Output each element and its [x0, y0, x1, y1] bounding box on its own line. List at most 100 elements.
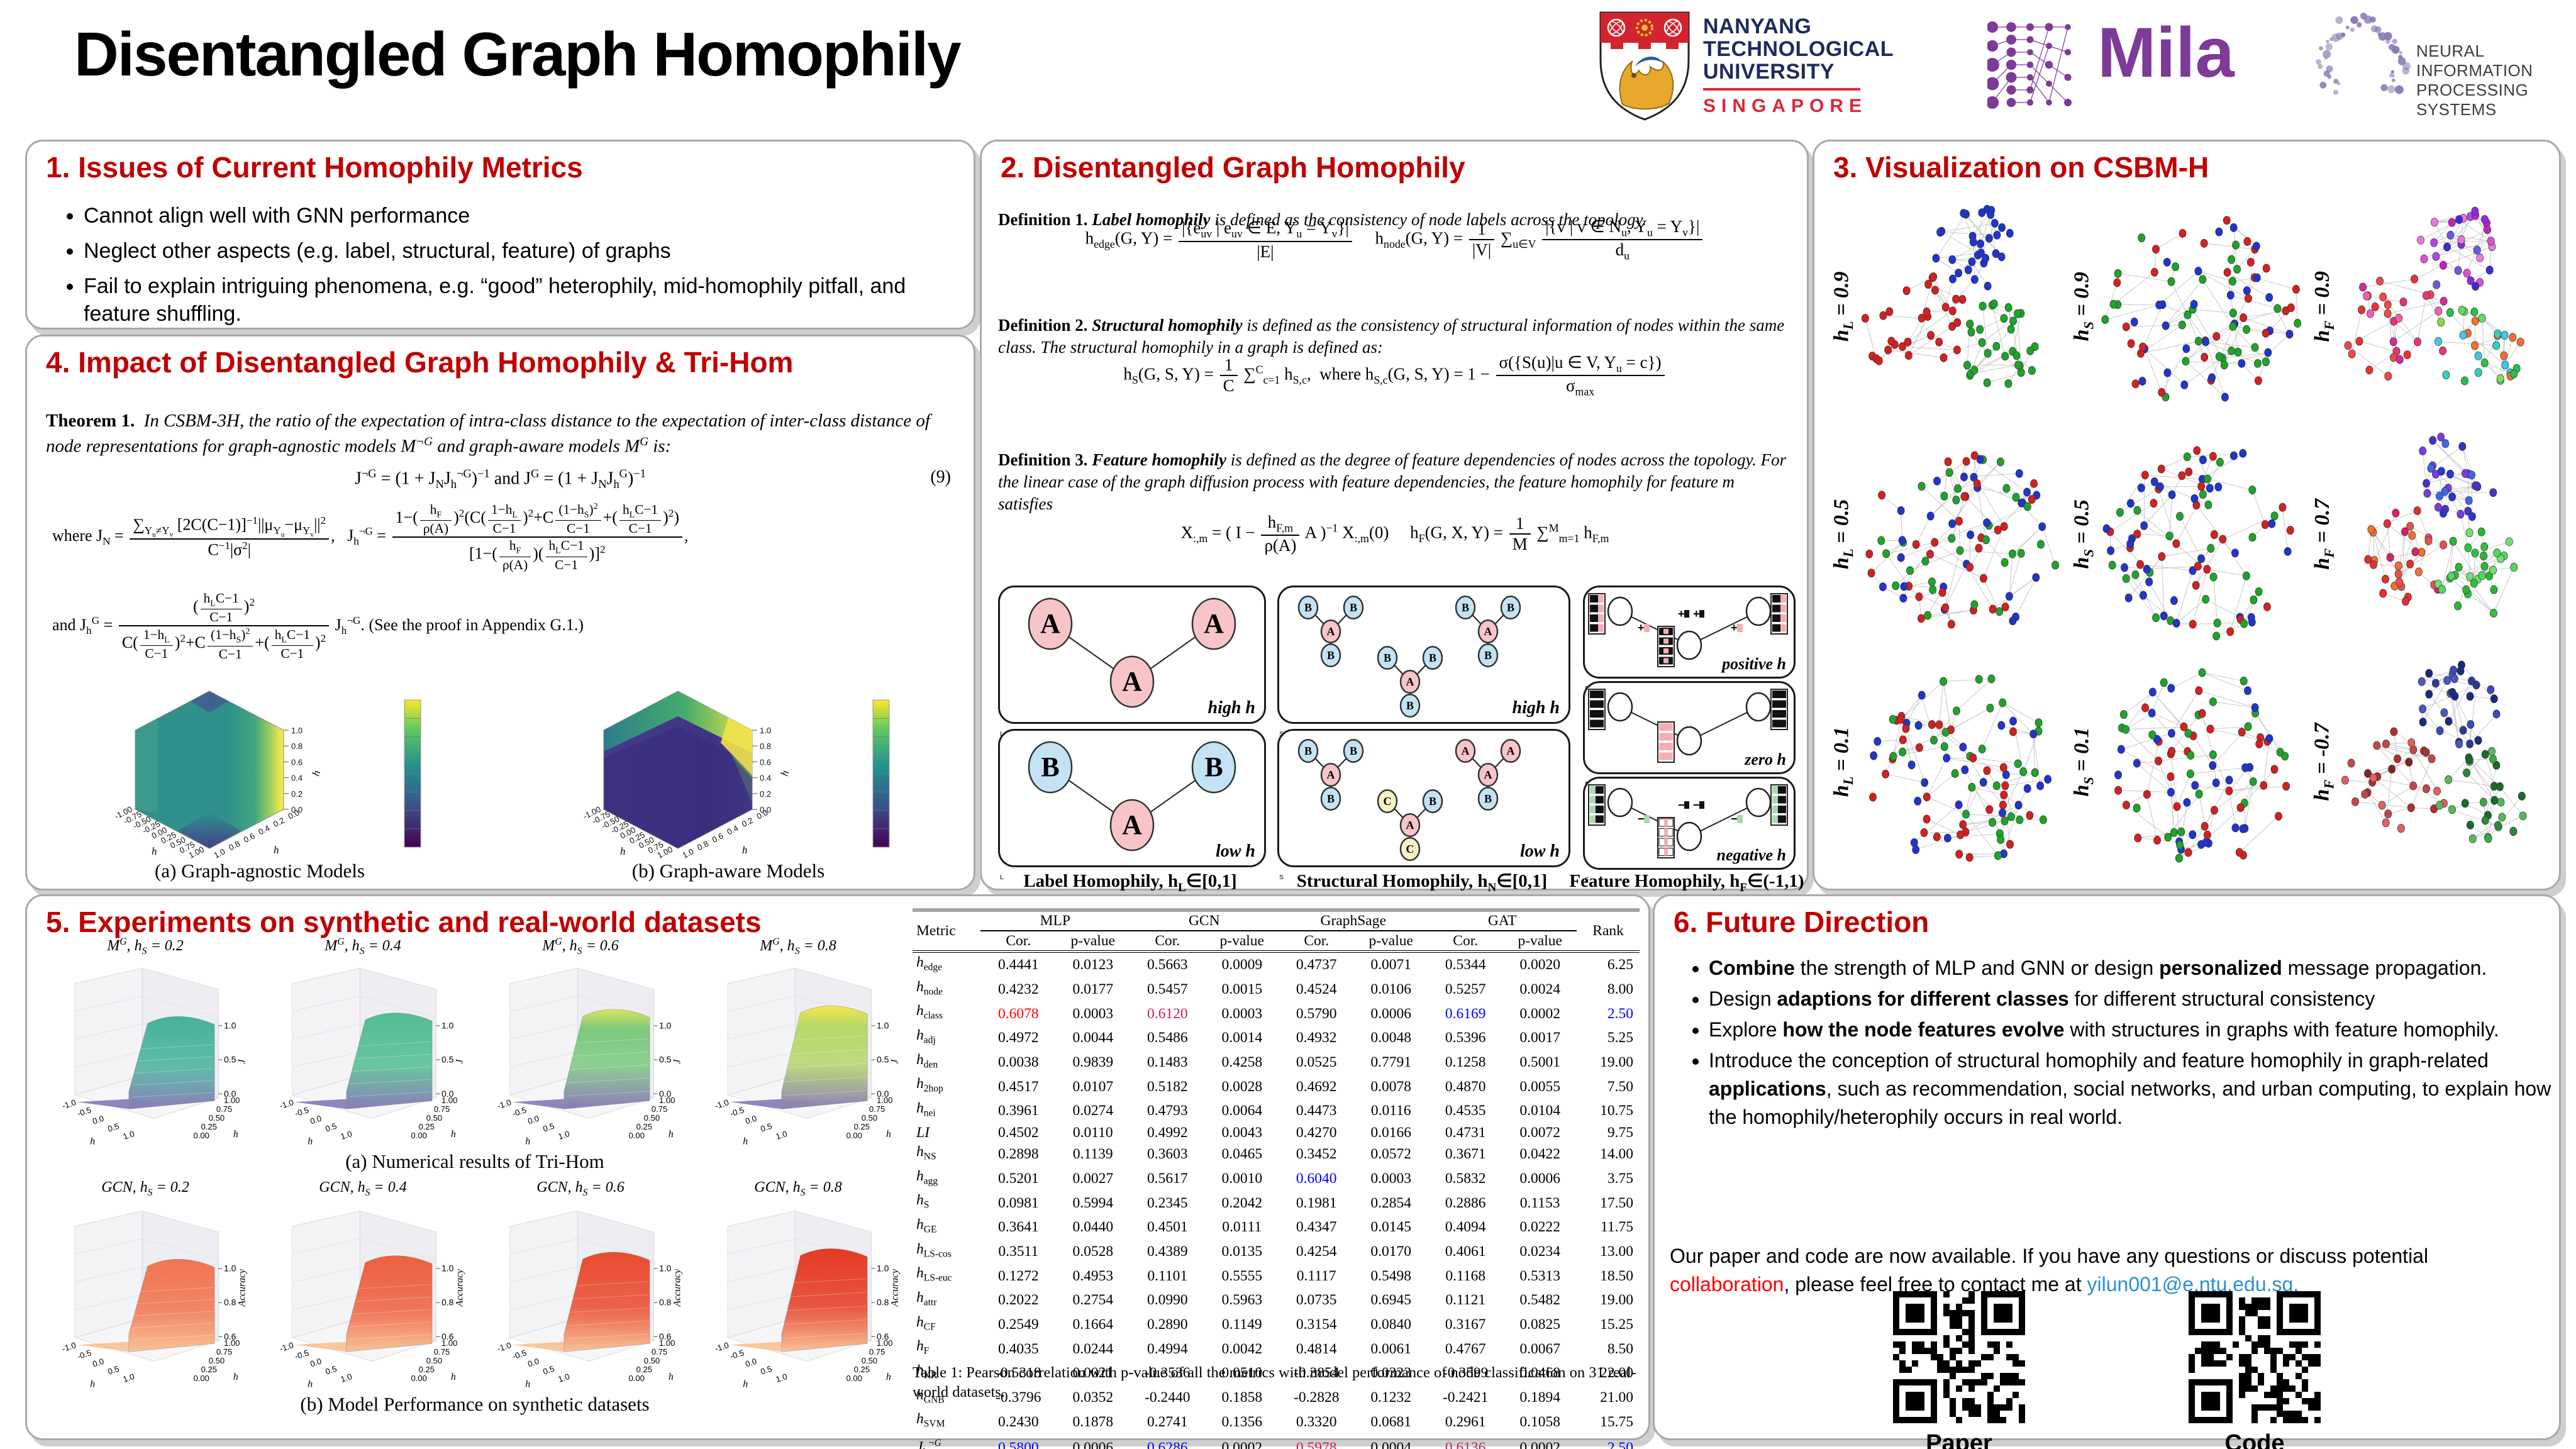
metric-value: 0.4270: [1296, 1124, 1337, 1141]
table-row: hnode 0.4232 0.0177 0.5457 0.0015 0.4524 0.010…: [913, 977, 1640, 1002]
svg-text:0.5: 0.5: [224, 1055, 236, 1065]
ntu-divider: [1703, 88, 1860, 91]
svg-text:1.0: 1.0: [557, 1372, 571, 1384]
metric-value: 0.1483: [1146, 1054, 1188, 1071]
metric-value: -0.5318: [996, 1365, 1041, 1382]
metric-value: 0.0468: [1519, 1365, 1560, 1382]
svg-text:1.00: 1.00: [877, 1096, 892, 1105]
svg-text:high h: high h: [1513, 698, 1560, 718]
svg-text:-1.0: -1.0: [279, 1097, 295, 1111]
csbm-graph: [2101, 216, 2302, 402]
qr-label: Code: [2224, 1430, 2285, 1449]
svg-text:B: B: [1406, 699, 1414, 712]
svg-text:A: A: [1122, 666, 1142, 697]
table-row: hden 0.0038 0.9839 0.1483 0.4258 0.0525 0.7791…: [913, 1050, 1640, 1075]
svg-text:1.0: 1.0: [877, 1263, 889, 1274]
metric-value: 0.1168: [1445, 1267, 1486, 1284]
metric-value: 0.0017: [1519, 1030, 1560, 1046]
metric-value: 0.6945: [1370, 1292, 1412, 1309]
metric-value: 0.5498: [1370, 1267, 1412, 1284]
svg-text:h: h: [886, 1372, 891, 1382]
col-sub: p-value: [1354, 931, 1428, 953]
svg-text:0.25: 0.25: [854, 1365, 870, 1374]
graph-row-label: hF = 0.7: [2310, 498, 2337, 570]
svg-text:-0.5: -0.5: [294, 1105, 310, 1118]
surface-plot: 1.00.80.6Accuracy-1.0-0.50.00.51.0hF1.00…: [496, 1210, 683, 1389]
metric-value: 0.5994: [1072, 1194, 1114, 1211]
mini-plot-title: MG, hS = 0.2: [107, 936, 184, 957]
svg-text:C: C: [1384, 795, 1392, 808]
svg-text:1.00: 1.00: [441, 1338, 457, 1348]
mila-wordmark: Mila: [2097, 13, 2235, 92]
metric-value: 0.2430: [997, 1413, 1039, 1430]
svg-text:B: B: [1304, 601, 1312, 614]
svg-text:low h: low h: [1216, 841, 1255, 861]
svg-text:B: B: [1462, 601, 1469, 614]
svg-text:0.75: 0.75: [216, 1104, 232, 1114]
metric-value: 0.4473: [1296, 1102, 1337, 1119]
svg-text:0.75: 0.75: [652, 1347, 667, 1357]
panel-issues: 1. Issues of Current Homophily Metrics C…: [25, 140, 975, 330]
table-row: hLS-euc 0.1272 0.4953 0.1101 0.5555 0.1117 0.5…: [913, 1263, 1640, 1288]
equation-9: J¬G = (1 + JNJh¬G)−1 and JG = (1 + JNJhG…: [354, 467, 646, 491]
metric-value: 0.0106: [1370, 981, 1412, 998]
metric-value: 0.4232: [997, 981, 1039, 998]
issue-bullet: Neglect other aspects (e.g. label, struc…: [84, 237, 977, 265]
metric-value: 0.0064: [1221, 1102, 1263, 1119]
metric-value: 0.0015: [1221, 981, 1263, 998]
metric-value: 0.2345: [1146, 1194, 1188, 1211]
metric-value: 0.5313: [1519, 1267, 1560, 1284]
svg-text:1.00: 1.00: [441, 1096, 457, 1105]
diagram-caption: Label Homophily, hL∈[0,1]: [1023, 871, 1237, 894]
svg-text:0.4: 0.4: [760, 774, 771, 783]
mini-plot-title: GCN, hS = 0.8: [754, 1179, 842, 1198]
svg-text:Accuracy: Accuracy: [890, 1269, 901, 1307]
svg-text:0.00: 0.00: [194, 1131, 209, 1140]
svg-text:high h: high h: [1208, 698, 1256, 718]
metric-rank: 17.50: [1600, 1194, 1633, 1211]
svg-text:-0.5: -0.5: [729, 1348, 745, 1361]
metric-value: 0.5396: [1445, 1030, 1486, 1046]
metric-value: 0.0510: [1221, 1365, 1263, 1382]
metric-name: hKR: [916, 1362, 938, 1381]
svg-text:B: B: [1350, 745, 1357, 757]
metric-name: hedge: [916, 954, 943, 973]
metric-value: 0.1117: [1296, 1267, 1336, 1284]
metric-value: 0.0004: [1370, 1440, 1412, 1449]
metric-value: 0.3641: [997, 1219, 1039, 1236]
metric-value: 0.0981: [997, 1194, 1039, 1211]
metric-value: 0.0002: [1221, 1440, 1263, 1449]
metric-value: 0.0177: [1072, 981, 1114, 998]
cube-caption-a: (a) Graph-agnostic Models: [154, 860, 365, 882]
metric-value: 0.5257: [1445, 981, 1486, 998]
where-clause: where JN = ∑Yu≠Yv [2C(C−1)]−1||μYu−μYv||…: [52, 501, 689, 572]
svg-text:positive h: positive h: [1721, 655, 1786, 673]
svg-text:0.0: 0.0: [91, 1357, 105, 1369]
metric-value: 0.3320: [1296, 1413, 1337, 1430]
svg-text:1.0: 1.0: [291, 726, 303, 735]
svg-text:B: B: [1507, 601, 1514, 614]
svg-text:0.8: 0.8: [696, 839, 710, 853]
svg-text:B: B: [1327, 792, 1335, 805]
metric-value: 0.3671: [1445, 1146, 1486, 1163]
future-bullet: Design adaptions for different classes f…: [1709, 985, 2576, 1013]
svg-text:0.50: 0.50: [426, 1356, 442, 1365]
metric-name: LI: [916, 1124, 930, 1141]
svg-text:h: h: [274, 844, 279, 856]
svg-text:0.00: 0.00: [847, 1374, 862, 1383]
svg-text:0.00: 0.00: [411, 1131, 427, 1140]
equation-9-number: (9): [930, 467, 951, 487]
text-segment: the strength of MLP and GNN or design: [1794, 957, 2160, 979]
metric-rank: 3.75: [1607, 1170, 1633, 1187]
metric-value: 0.9839: [1072, 1054, 1114, 1071]
svg-text:0.2: 0.2: [740, 816, 755, 830]
csbm-graph: [2341, 660, 2527, 843]
text-segment: Introduce the conception of structural h…: [1709, 1049, 2489, 1072]
metric-value: 0.5201: [997, 1170, 1039, 1187]
definition-3: Definition 3. Feature homophily is defin…: [998, 450, 1787, 513]
and-clause: and JhG = (hLC−1 C−1)2 C(1−hL C−1)2+C (1−hS)…: [52, 591, 584, 662]
mini-plot-title: MG, hS = 0.8: [760, 936, 836, 957]
text-segment: for different structural consistency: [2068, 987, 2375, 1010]
svg-text:0.25: 0.25: [201, 1365, 217, 1374]
